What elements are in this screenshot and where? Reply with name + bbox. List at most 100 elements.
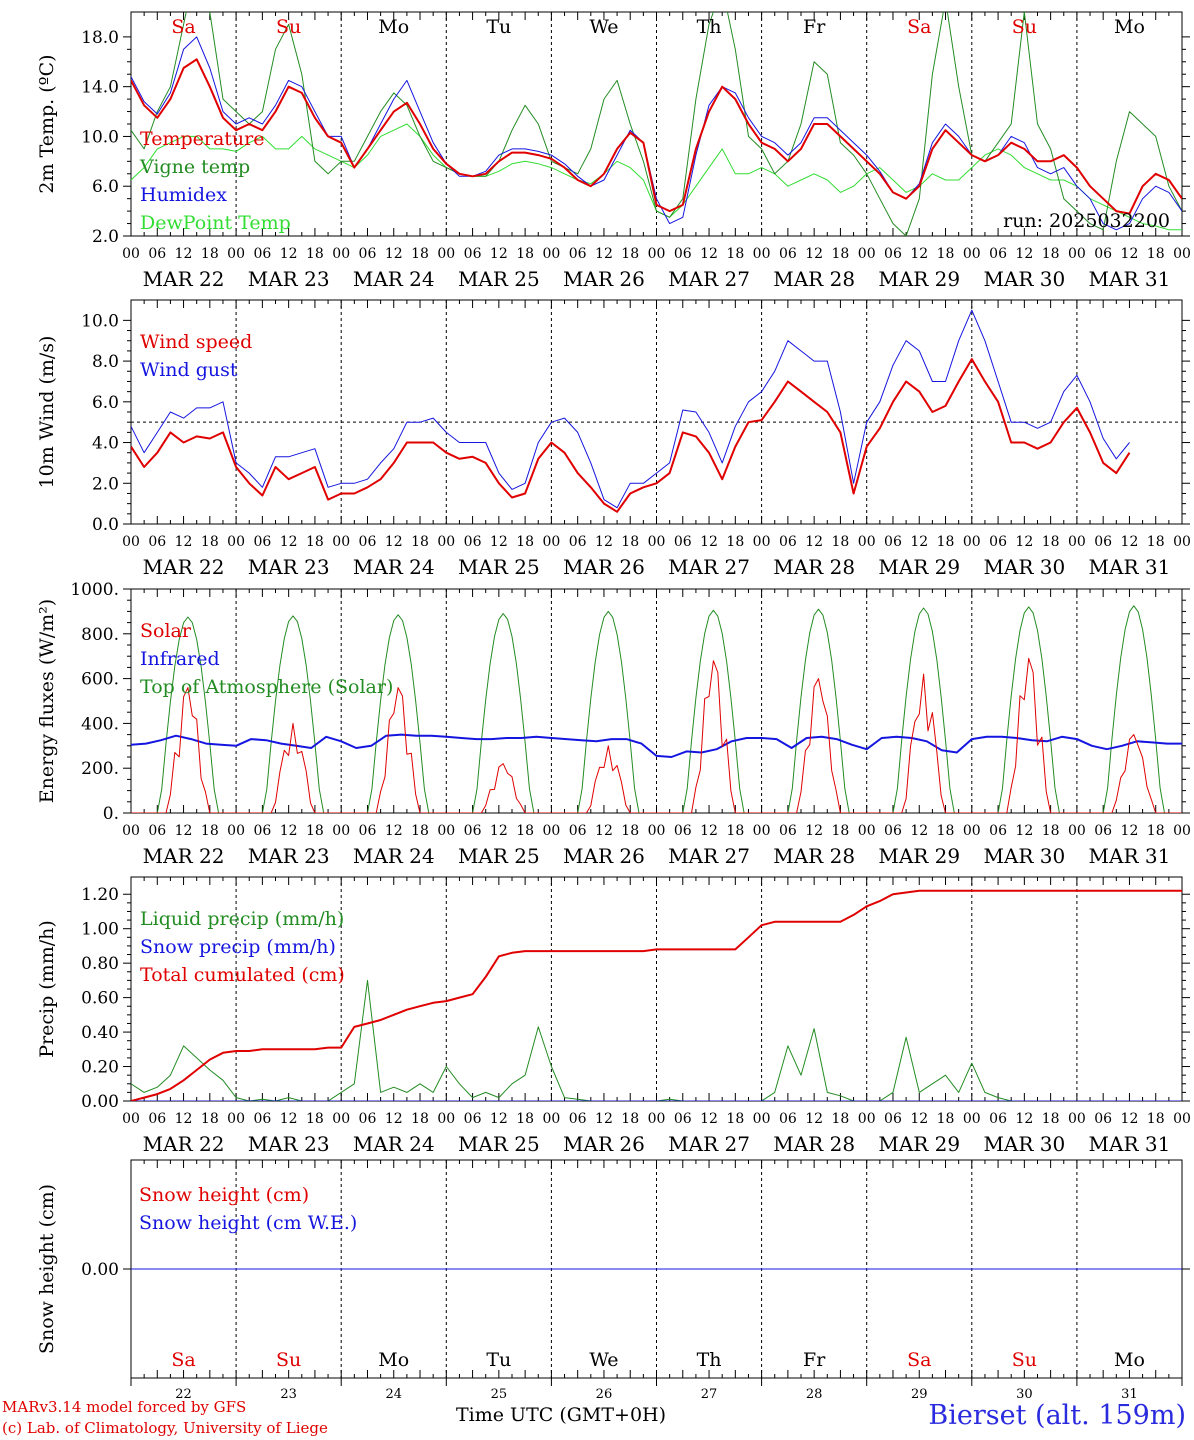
hour-tick-label: 06: [884, 246, 902, 262]
hour-tick-label: 06: [359, 823, 377, 839]
hour-tick-label: 00: [437, 823, 455, 839]
hour-tick-label: 18: [621, 823, 639, 839]
hour-tick-label: 06: [674, 823, 692, 839]
hour-tick-label: 12: [385, 823, 403, 839]
hour-tick-label: 00: [122, 246, 140, 262]
hour-tick-label: 06: [779, 823, 797, 839]
hour-tick-label: 00: [227, 246, 245, 262]
hour-tick-label: 00: [437, 1111, 455, 1127]
hour-tick-label: 18: [201, 534, 219, 550]
series-line-temperature: [131, 58, 1182, 215]
legend-entry: Wind gust: [140, 359, 238, 381]
weekday-label: Th: [697, 16, 722, 38]
hour-tick-label: 00: [122, 823, 140, 839]
hour-tick-label: 06: [148, 823, 166, 839]
day-label: MAR 29: [878, 1132, 960, 1156]
y-axis-title: 2m Temp. (ºC): [36, 54, 58, 193]
day-label: MAR 26: [563, 267, 645, 291]
day-label: MAR 29: [878, 844, 960, 868]
weekday-label: Su: [1012, 16, 1037, 38]
hour-tick-label: 18: [1042, 1111, 1060, 1127]
legend-entry: DewPoint Temp: [140, 212, 291, 234]
weekday-label: Fr: [803, 1349, 826, 1371]
hour-tick-label: 12: [700, 1111, 718, 1127]
day-label: MAR 22: [143, 1132, 225, 1156]
hour-tick-label: 12: [595, 534, 613, 550]
y-tick-label: 2.0: [92, 227, 119, 247]
y-tick-label: 18.0: [81, 28, 119, 48]
hour-tick-label: 18: [306, 534, 324, 550]
hour-tick-label: 06: [779, 1111, 797, 1127]
day-label: MAR 28: [773, 555, 855, 579]
y-tick-label: 10.0: [81, 127, 119, 147]
day-label: MAR 23: [248, 267, 330, 291]
run-label: run: 2025032200: [1003, 210, 1170, 232]
hour-tick-label: 18: [726, 823, 744, 839]
hour-tick-label: 18: [1147, 1111, 1165, 1127]
hour-tick-label: 00: [122, 1111, 140, 1127]
weekday-label: Mo: [378, 16, 409, 38]
day-label: MAR 22: [143, 555, 225, 579]
hour-tick-label: 18: [726, 534, 744, 550]
hour-tick-label: 06: [674, 1111, 692, 1127]
hour-tick-label: 00: [332, 246, 350, 262]
series-line-top-of-atmosphere-solar: [131, 605, 1182, 813]
hour-tick-label: 12: [910, 246, 928, 262]
y-tick-label: 400.: [81, 714, 119, 734]
hour-tick-label: 00: [1068, 823, 1086, 839]
hour-tick-label: 00: [963, 1111, 981, 1127]
legend-entry: Snow precip (mm/h): [140, 936, 336, 958]
weekday-label: We: [589, 1349, 618, 1371]
hour-tick-label: 00: [963, 534, 981, 550]
hour-tick-label: 12: [280, 823, 298, 839]
hour-tick-label: 00: [437, 534, 455, 550]
panel-3: [123, 588, 1190, 814]
hour-tick-label: 12: [280, 1111, 298, 1127]
hour-tick-label: 12: [1015, 1111, 1033, 1127]
day-label: MAR 25: [458, 267, 540, 291]
day-label: MAR 27: [668, 844, 750, 868]
hour-tick-label: 18: [1042, 823, 1060, 839]
weekday-label: Sa: [907, 16, 931, 38]
day-label: MAR 25: [458, 555, 540, 579]
hour-tick-label: 00: [963, 246, 981, 262]
day-label: MAR 29: [878, 267, 960, 291]
legend-entry: Top of Atmosphere (Solar): [140, 676, 393, 698]
hour-tick-label: 00: [1068, 1111, 1086, 1127]
day-label: MAR 25: [458, 1132, 540, 1156]
hour-tick-label: 00: [542, 534, 560, 550]
hour-tick-label: 18: [832, 534, 850, 550]
weekday-label: We: [589, 16, 618, 38]
hour-tick-label: 00: [858, 534, 876, 550]
hour-tick-label: 00: [542, 246, 560, 262]
weekday-label: Sa: [171, 16, 195, 38]
hour-tick-label: 06: [253, 823, 271, 839]
hour-tick-label: 00: [963, 823, 981, 839]
hour-tick-label: 00: [227, 1111, 245, 1127]
legend-entry: Solar: [140, 620, 192, 642]
y-tick-label: 4.0: [92, 434, 119, 454]
weekday-label: Su: [276, 16, 301, 38]
series-line-wind-speed: [131, 358, 1131, 513]
day-label: MAR 24: [353, 844, 435, 868]
legend-entry: Total cumulated (cm): [140, 964, 345, 986]
hour-tick-label: 12: [385, 246, 403, 262]
hour-tick-label: 06: [253, 1111, 271, 1127]
series-line-solar: [131, 657, 1182, 813]
plot-frame: [130, 299, 1183, 525]
hour-tick-label: 00: [753, 246, 771, 262]
hour-tick-label: 06: [674, 534, 692, 550]
hour-tick-label: 00: [332, 534, 350, 550]
hour-tick-label: 12: [595, 823, 613, 839]
hour-tick-label: 18: [201, 823, 219, 839]
y-tick-label: 1000.: [70, 580, 119, 600]
hour-tick-label: 06: [569, 246, 587, 262]
hour-tick-label: 06: [779, 246, 797, 262]
y-tick-label: 200.: [81, 759, 119, 779]
model-credit: MARv3.14 model forced by GFS: [2, 1398, 247, 1416]
legend-entry: Snow height (cm W.E.): [139, 1212, 357, 1234]
hour-tick-label: 12: [175, 823, 193, 839]
day-label: MAR 31: [1089, 555, 1171, 579]
hour-tick-label: 00: [542, 1111, 560, 1127]
hour-tick-label: 12: [1121, 1111, 1139, 1127]
